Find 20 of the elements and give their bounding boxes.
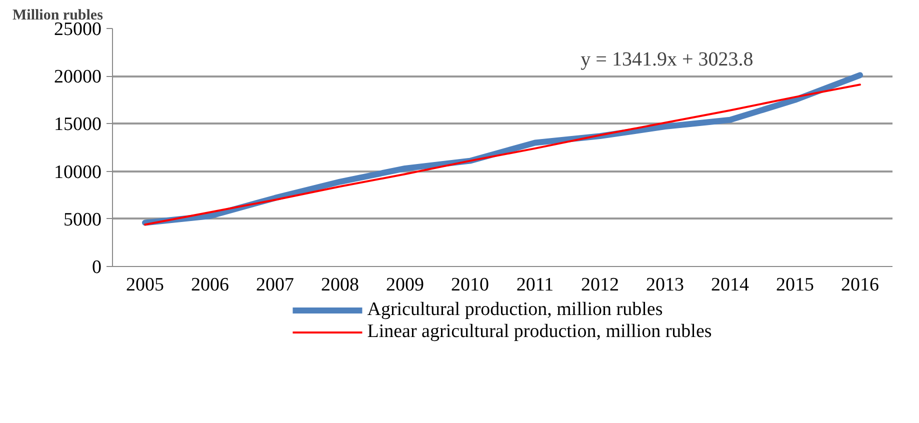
- y-tick-label: 0: [92, 257, 102, 278]
- annotation: y = 1341.9x + 3023.8: [580, 48, 754, 70]
- x-tick-label: 2005: [126, 274, 164, 296]
- x-tick-label: 2010: [451, 274, 489, 296]
- y-tick-label: 10000: [54, 162, 102, 183]
- y-tick-label: 15000: [54, 114, 102, 136]
- x-tick-label: 2015: [776, 274, 814, 296]
- y-tick-label: 5000: [64, 209, 102, 230]
- x-tick-label: 2008: [321, 274, 359, 296]
- x-tick-label: 2014: [711, 274, 750, 296]
- legend-label: Agricultural production, million rubles: [367, 299, 663, 321]
- x-tick-label: 2009: [386, 274, 424, 296]
- x-tick-label: 2006: [191, 274, 229, 296]
- x-tick-label: 2007: [256, 274, 294, 296]
- x-tick-label: 2011: [516, 274, 554, 296]
- y-tick-label: 20000: [54, 66, 102, 88]
- x-tick-label: 2012: [581, 274, 619, 296]
- x-tick-label: 2013: [646, 274, 684, 296]
- x-tick-label: 2016: [841, 274, 879, 296]
- legend-label: Linear agricultural production, million rubles: [367, 321, 712, 343]
